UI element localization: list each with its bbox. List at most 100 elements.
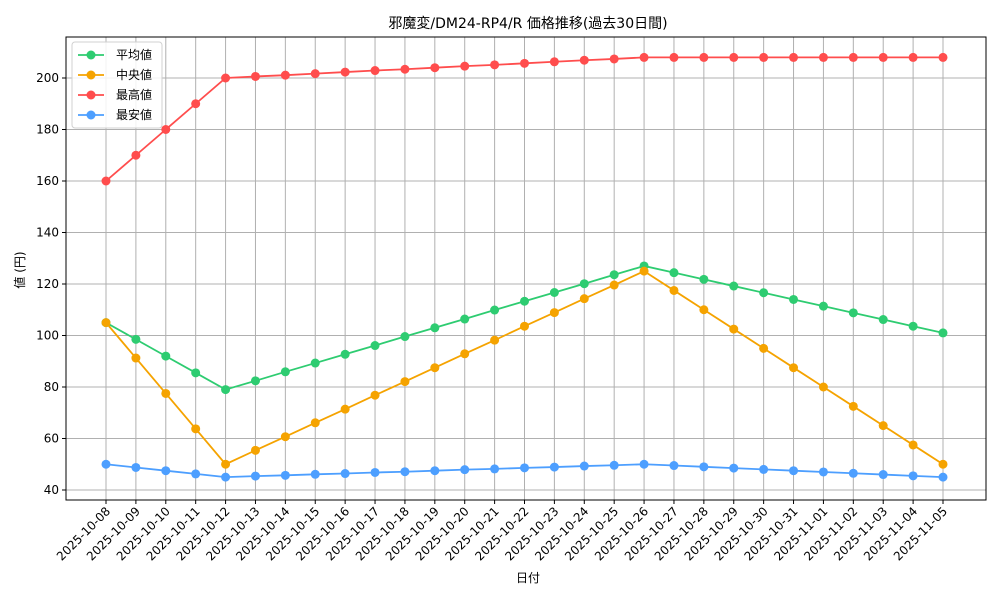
data-point <box>579 461 589 471</box>
data-point <box>639 52 649 62</box>
legend-label: 中央値 <box>116 67 152 82</box>
data-point <box>161 466 171 476</box>
data-point <box>669 285 679 295</box>
data-point <box>908 440 918 450</box>
data-point <box>131 150 141 160</box>
data-point <box>759 464 769 474</box>
data-point <box>370 66 380 76</box>
data-point <box>579 279 589 289</box>
data-point <box>430 363 440 373</box>
data-point <box>609 270 619 280</box>
data-point <box>908 52 918 62</box>
data-point <box>908 471 918 481</box>
data-point <box>250 71 260 81</box>
data-point <box>729 281 739 291</box>
data-point <box>699 274 709 284</box>
data-point <box>310 418 320 428</box>
data-point <box>340 469 350 479</box>
data-point <box>280 470 290 480</box>
data-point <box>370 341 380 351</box>
series-line <box>101 261 948 395</box>
data-point <box>400 467 410 477</box>
data-point <box>250 471 260 481</box>
data-point <box>789 363 799 373</box>
data-point <box>520 321 529 331</box>
data-point <box>161 351 171 361</box>
data-point <box>549 308 559 318</box>
data-point <box>191 99 201 109</box>
data-series <box>101 52 948 482</box>
data-point <box>609 460 619 470</box>
series-line <box>101 52 948 186</box>
data-point <box>789 52 799 62</box>
data-point <box>818 467 828 477</box>
data-point <box>818 301 828 311</box>
data-point <box>340 67 350 77</box>
data-point <box>938 472 948 482</box>
data-point <box>131 353 141 363</box>
y-tick-label: 40 <box>44 483 59 497</box>
data-point <box>430 323 440 333</box>
data-point <box>938 459 948 469</box>
data-point <box>280 70 290 80</box>
legend-frame <box>71 41 163 129</box>
data-point <box>579 294 589 304</box>
data-point <box>938 52 948 62</box>
data-point <box>131 334 141 344</box>
data-point <box>221 73 231 83</box>
data-point <box>878 421 888 431</box>
data-point <box>549 287 559 297</box>
data-point <box>430 466 440 476</box>
data-point <box>250 445 260 455</box>
data-point <box>520 296 529 306</box>
data-point <box>789 294 799 304</box>
y-tick-label: 100 <box>36 329 59 343</box>
data-point <box>908 321 918 331</box>
legend-marker <box>86 50 96 60</box>
data-point <box>460 61 470 71</box>
data-point <box>460 349 470 359</box>
data-point <box>848 401 858 411</box>
x-axis-label: 日付 <box>516 571 540 585</box>
data-point <box>191 368 201 378</box>
legend-marker <box>86 110 96 120</box>
y-tick-label: 80 <box>44 380 59 394</box>
y-tick-label: 200 <box>36 71 59 85</box>
data-point <box>818 382 828 392</box>
data-point <box>878 470 888 480</box>
y-axis-label: 値 (円) <box>12 251 27 288</box>
data-point <box>789 466 799 476</box>
data-point <box>848 308 858 318</box>
data-point <box>161 125 171 134</box>
data-point <box>310 358 320 368</box>
data-point <box>699 462 709 472</box>
data-point <box>490 60 500 70</box>
legend-marker <box>86 90 96 100</box>
data-point <box>101 459 111 469</box>
series-line <box>101 266 948 469</box>
data-point <box>490 335 500 345</box>
data-point <box>938 328 948 338</box>
data-point <box>759 343 769 353</box>
legend-label: 平均値 <box>116 47 152 62</box>
y-tick-label: 120 <box>36 277 59 291</box>
data-point <box>579 55 589 65</box>
data-point <box>161 388 171 398</box>
data-point <box>101 318 111 328</box>
data-point <box>460 465 470 475</box>
data-point <box>370 467 380 477</box>
data-point <box>669 461 679 471</box>
data-point <box>490 464 500 474</box>
data-point <box>340 404 350 414</box>
data-point <box>848 468 858 478</box>
data-point <box>729 52 739 62</box>
grid-lines <box>66 37 986 500</box>
data-point <box>101 176 111 186</box>
data-point <box>729 463 739 473</box>
y-tick-label: 60 <box>44 432 59 446</box>
data-point <box>460 314 470 324</box>
data-point <box>878 315 888 325</box>
legend-label: 最高値 <box>116 87 152 102</box>
data-point <box>759 52 769 62</box>
